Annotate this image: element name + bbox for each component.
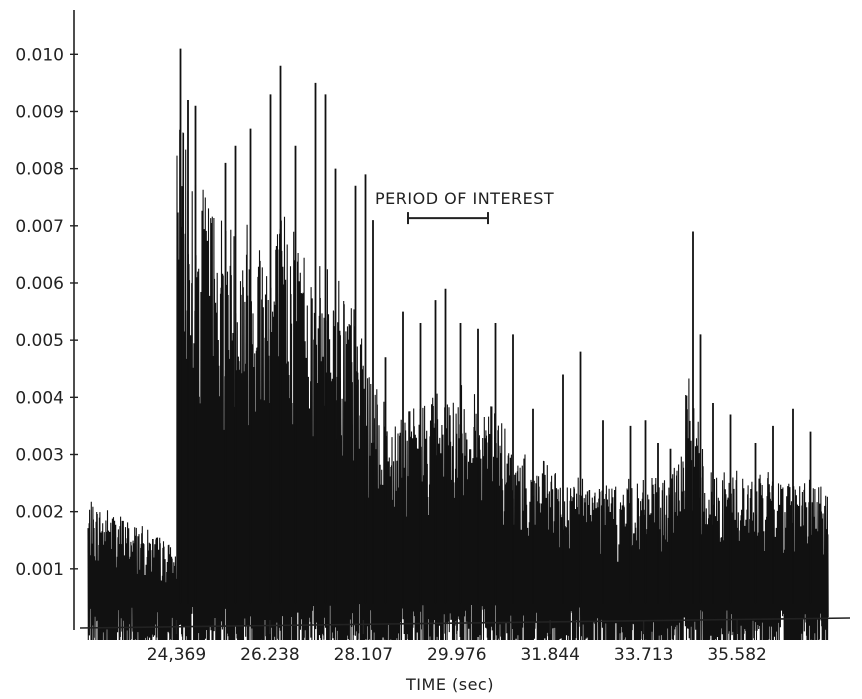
y-axis: 0.001 0.002 0.003 0.004 0.005 0.006 0.007 0.008…: [15, 10, 78, 630]
x-tick-label: 26.238: [240, 645, 299, 665]
y-tick-label: 0.008: [15, 160, 64, 180]
y-tick-label: 0.003: [15, 445, 64, 465]
x-tick-label: 28.107: [334, 645, 393, 665]
x-tick-label: 31.844: [520, 645, 579, 665]
x-axis-line: [79, 617, 851, 629]
y-tick-label: 0.010: [15, 45, 64, 65]
y-tick-label: 0.004: [15, 388, 64, 408]
y-tick-label: 0.005: [15, 331, 64, 351]
y-tick-label: 0.002: [15, 503, 64, 523]
y-tick-label: 0.001: [15, 560, 64, 580]
y-tick-label: 0.006: [15, 274, 64, 294]
x-tick-label: 33.713: [614, 645, 673, 665]
plot-area: [87, 48, 829, 641]
y-tick-label: 0.007: [15, 217, 64, 237]
x-axis: 24,369 26.238 28.107 29.976 31.844 33.713 35.5…: [79, 617, 851, 665]
x-tick-label: 24,369: [147, 645, 206, 665]
annotation-label: PERIOD OF INTEREST: [375, 189, 554, 208]
x-axis-title: TIME (sec): [405, 675, 494, 694]
signal-trace: [87, 129, 829, 641]
y-tick-label: 0.009: [15, 102, 64, 122]
x-tick-label: 29.976: [427, 645, 486, 665]
annotation: PERIOD OF INTEREST: [375, 189, 554, 225]
x-tick-label: 35.582: [707, 645, 766, 665]
